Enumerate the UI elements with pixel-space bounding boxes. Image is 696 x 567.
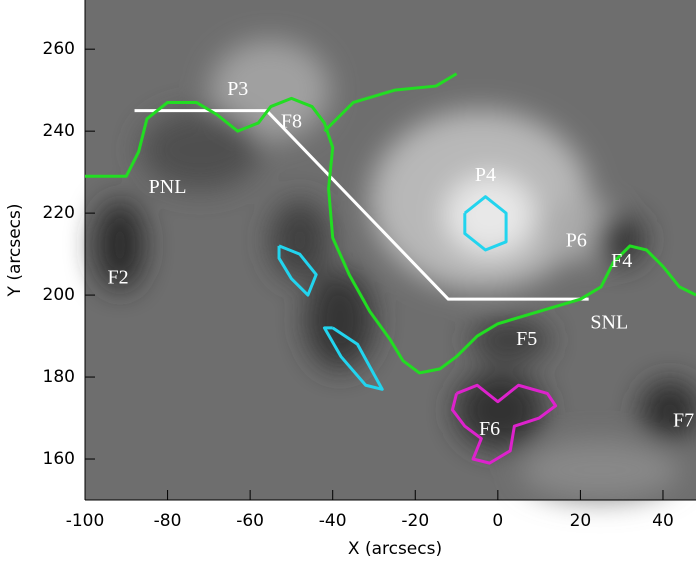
- x-tick-label: -40: [319, 511, 347, 531]
- annotation: SNL: [590, 311, 628, 333]
- y-tick-label: 220: [43, 203, 75, 223]
- annotation: F4: [611, 250, 632, 272]
- x-tick-label: -100: [66, 511, 105, 531]
- x-tick-label: 40: [652, 511, 674, 531]
- annotation: P6: [566, 229, 587, 251]
- x-tick-label: -80: [154, 511, 182, 531]
- annotation: P3: [227, 78, 248, 100]
- y-tick-label: 260: [43, 39, 75, 59]
- x-tick-label: 20: [570, 511, 592, 531]
- magnetogram: [85, 0, 696, 500]
- annotation: F2: [107, 266, 128, 288]
- annotation: F7: [673, 410, 694, 432]
- x-tick-label: -60: [236, 511, 264, 531]
- annotation: F6: [479, 418, 500, 440]
- x-axis-title: X (arcsecs): [348, 539, 442, 559]
- y-tick-label: 160: [43, 449, 75, 469]
- y-axis-title: Y (arcsecs): [5, 204, 25, 298]
- x-tick-label: -20: [401, 511, 429, 531]
- x-tick-label: 0: [492, 511, 503, 531]
- annotation: F8: [281, 111, 302, 133]
- y-tick-label: 180: [43, 367, 75, 387]
- annotation: P4: [475, 164, 496, 186]
- chart: X (arcsecs) Y (arcsecs) -100 -80 -60 -40 -20…: [0, 0, 696, 563]
- y-tick-label: 200: [43, 285, 75, 305]
- annotation: F5: [516, 328, 537, 350]
- annotation: PNL: [149, 176, 187, 198]
- y-tick-label: 240: [43, 121, 75, 141]
